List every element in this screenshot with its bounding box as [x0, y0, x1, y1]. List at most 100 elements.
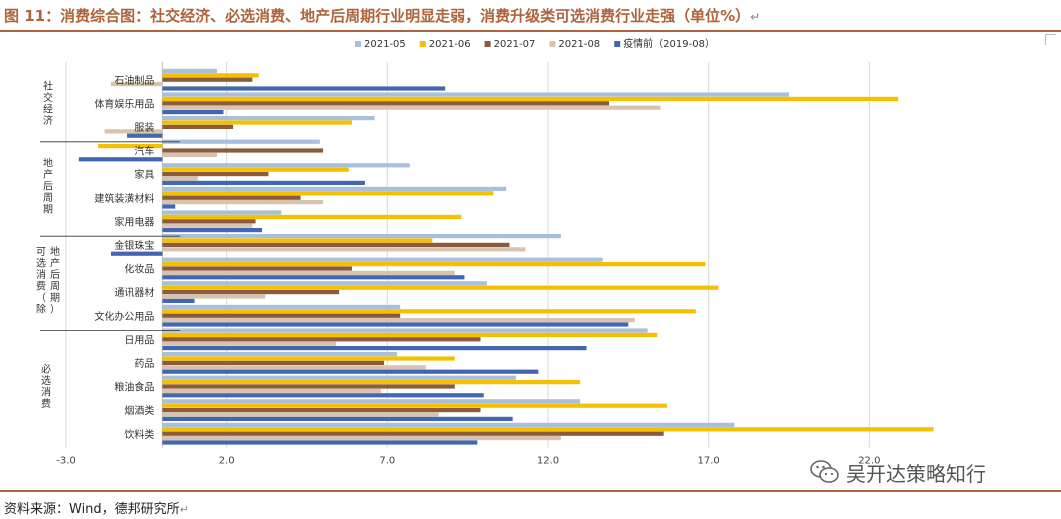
bar: [162, 262, 706, 267]
bar: [162, 139, 320, 144]
bar: [162, 234, 561, 239]
category-label: 日用品: [124, 334, 154, 346]
legend-label: 疫情前（2019-08）: [623, 37, 715, 50]
bar: [162, 68, 218, 73]
bar: [162, 176, 198, 181]
bar: [162, 346, 587, 351]
group-label-char: 产: [43, 168, 53, 181]
group-label-char: 后: [43, 180, 53, 192]
group-label-char: 济: [43, 114, 53, 127]
bar: [162, 270, 455, 275]
bar: [162, 290, 340, 295]
bar: [162, 247, 526, 252]
bar: [162, 77, 253, 82]
bar: [162, 266, 352, 271]
bar: [162, 223, 253, 228]
bar: [162, 172, 269, 177]
bar: [162, 105, 661, 110]
group-label-char: 周: [50, 280, 60, 292]
bar: [162, 210, 282, 215]
category-label: 通讯器材: [114, 286, 154, 299]
group-label-char: 费: [36, 279, 46, 292]
bar: [162, 120, 352, 125]
chart: -3.0 2.0 7.0 12.0 17.0 22.0 2021-05 2021-06 2021…: [36, 37, 934, 467]
group-label-char: 产: [50, 256, 60, 269]
bar: [162, 152, 218, 157]
figure-title: 图 11：消费综合图：社交经济、必选消费、地产后周期行业明显走弱，消费升级类可选…: [4, 5, 760, 26]
x-tick-label: -3.0: [56, 456, 76, 467]
group-label-char: 社: [43, 79, 53, 92]
bar: [162, 341, 336, 346]
bar: [110, 82, 163, 87]
return-mark-icon: ↵: [750, 10, 761, 24]
legend-label: 2021-08: [558, 39, 600, 50]
return-mark-icon: ↵: [179, 503, 189, 516]
watermark-text: 吴开达策略知行: [846, 461, 986, 486]
group-label-char: 选: [36, 256, 46, 269]
legend-swatch: [355, 41, 361, 47]
figure-title-text: 图 11：消费综合图：社交经济、必选消费、地产后周期行业明显走弱，消费升级类可选…: [4, 7, 751, 25]
x-tick-label: 22.0: [858, 456, 880, 467]
bar: [162, 388, 381, 393]
bar: [162, 180, 365, 185]
group-label-char: 可: [36, 247, 46, 258]
group-label-char: 地: [50, 245, 60, 258]
legend-swatch: [419, 41, 426, 47]
bar: [162, 228, 263, 233]
group-label-char: 期: [50, 292, 60, 304]
legend-label: 2021-07: [494, 39, 536, 50]
group-label-char: ）: [50, 303, 60, 315]
group-label-char: 消: [41, 386, 51, 399]
legend-label: 2021-05: [364, 39, 406, 50]
category-label: 石油制品: [114, 74, 154, 87]
bar: [162, 399, 581, 404]
bar: [162, 412, 439, 417]
bar: [162, 86, 446, 91]
bar: [162, 328, 648, 333]
group-label-char: 地: [43, 156, 53, 169]
figure-header: 图 11：消费综合图：社交经济、必选消费、地产后周期行业明显走弱，消费升级类可选…: [0, 0, 1061, 30]
bar: [162, 309, 696, 314]
bar: [78, 157, 163, 162]
category-label: 家具: [134, 168, 154, 181]
x-tick-label: 12.0: [537, 456, 559, 467]
footer-rule: [0, 490, 1061, 492]
group-label-char: 期: [43, 203, 53, 215]
bar: [162, 257, 603, 262]
bar: [162, 304, 401, 309]
group-label-char: 后: [50, 269, 60, 281]
wechat-icon: [810, 460, 839, 483]
bar: [162, 298, 195, 303]
legend-label: 2021-06: [429, 39, 471, 50]
x-tick-label: 17.0: [698, 456, 720, 467]
bar: [162, 313, 401, 318]
group-label-char: 选: [41, 374, 51, 387]
footer-source: 资料来源：Wind，德邦研究所↵: [4, 498, 189, 517]
bar: [162, 365, 426, 370]
bar: [162, 436, 561, 441]
bar: [162, 356, 455, 361]
bar: [162, 163, 410, 168]
category-label: 家用电器: [114, 215, 154, 228]
bar: [162, 148, 324, 153]
group-label-char: 消: [36, 268, 46, 281]
group-label-char: 除: [36, 302, 46, 315]
bar: [162, 238, 433, 243]
x-tick-label: 7.0: [379, 456, 395, 467]
bar: [162, 110, 224, 115]
legend-swatch: [549, 41, 556, 47]
bar: [162, 219, 256, 224]
footer-source-text: 资料来源：Wind，德邦研究所: [4, 502, 180, 517]
bar: [162, 337, 481, 342]
bar: [162, 191, 494, 196]
group-label-char: 必: [41, 363, 51, 376]
category-label: 建筑装潢材料: [94, 192, 154, 205]
group-label-char: 费: [41, 397, 51, 410]
category-label: 文化办公用品: [94, 310, 154, 323]
bar: [162, 408, 481, 413]
bar: [127, 133, 163, 138]
category-label: 饮料类: [124, 428, 154, 441]
category-label: 汽车: [134, 145, 154, 158]
bar: [162, 352, 397, 357]
group-label-char: 周: [43, 192, 53, 204]
